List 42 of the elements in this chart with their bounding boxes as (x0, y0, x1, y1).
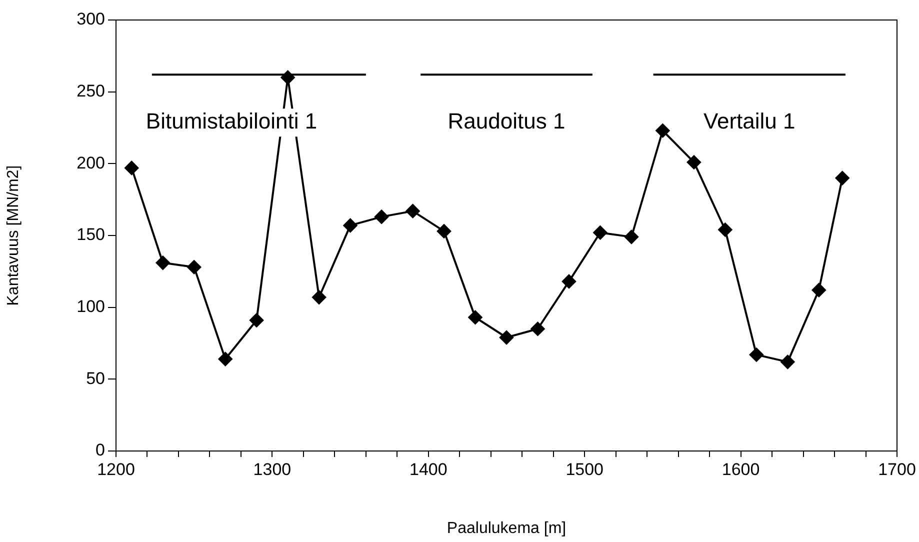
x-tick-label: 1200 (97, 460, 135, 479)
point (749, 348, 764, 362)
y-tick-label: 300 (76, 10, 105, 29)
y-axis-title: Kantavuus [MN/m2] (5, 165, 22, 306)
point (218, 352, 232, 366)
y-tick-label: 0 (96, 440, 105, 460)
point (562, 274, 576, 288)
point (812, 283, 826, 298)
x-tick-label: 1600 (722, 460, 760, 479)
point (593, 226, 608, 240)
point (835, 171, 850, 186)
annotation: Vertailu 1 (704, 108, 796, 134)
y-tick-label: 50 (86, 368, 105, 388)
annotation: Raudoitus 1 (448, 108, 566, 134)
point (624, 230, 638, 244)
point (343, 218, 358, 232)
x-tick-label: 1500 (566, 460, 604, 479)
point (500, 330, 514, 345)
point (468, 310, 482, 324)
x-tick-label: 1700 (878, 460, 916, 479)
x-tick-label: 1400 (409, 460, 448, 479)
point (437, 224, 452, 238)
point (124, 160, 139, 175)
y-tick-label: 200 (76, 153, 105, 172)
point (250, 313, 264, 328)
point (530, 322, 545, 336)
y-tick-label: 250 (76, 82, 105, 101)
point (187, 260, 202, 274)
y-tick-label: 100 (76, 297, 105, 316)
x-axis-title: Paalulukema [m] (446, 520, 566, 537)
point (686, 155, 701, 170)
point (312, 290, 326, 304)
point (156, 256, 170, 270)
y-tick-label: 150 (76, 225, 105, 244)
point (374, 210, 389, 224)
x-tick-label: 1300 (253, 460, 292, 479)
annotation: Bitumistabilointi 1 (146, 108, 318, 134)
point (406, 204, 420, 218)
point (718, 222, 732, 237)
point (780, 354, 795, 369)
point (280, 70, 295, 84)
point (656, 124, 670, 138)
